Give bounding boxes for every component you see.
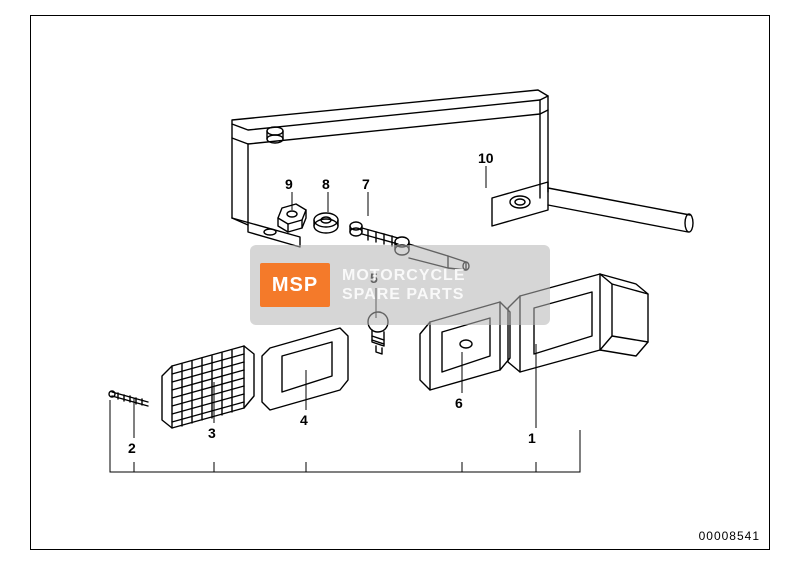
part-gasket	[262, 328, 348, 410]
callout-3: 3	[208, 425, 216, 441]
callout-10: 10	[478, 150, 494, 166]
callout-1: 1	[528, 430, 536, 446]
part-lens	[162, 346, 254, 428]
callout-9: 9	[285, 176, 293, 192]
diagram-canvas: 12345678910 MSP MOTORCYCLE SPARE PARTS 0…	[0, 0, 800, 565]
callout-4: 4	[300, 412, 308, 428]
watermark-line1: MOTORCYCLE	[342, 266, 465, 285]
watermark-panel: MSP MOTORCYCLE SPARE PARTS	[250, 245, 550, 325]
callout-8: 8	[322, 176, 330, 192]
callout-2: 2	[128, 440, 136, 456]
callout-6: 6	[455, 395, 463, 411]
watermark-text: MOTORCYCLE SPARE PARTS	[342, 266, 465, 304]
watermark-logo: MSP	[260, 263, 330, 307]
watermark-line2: SPARE PARTS	[342, 285, 465, 304]
part-washer	[314, 213, 338, 233]
part-screw	[109, 391, 148, 406]
baseline-bracket	[110, 400, 580, 472]
callout-7: 7	[362, 176, 370, 192]
part-bracket	[232, 90, 693, 247]
part-id-label: 00008541	[699, 529, 760, 543]
